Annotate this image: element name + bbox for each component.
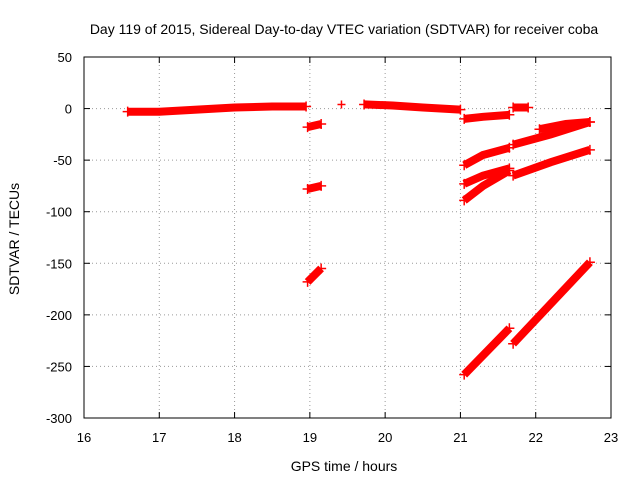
- data-point-marker: [459, 369, 470, 380]
- data-point-marker: [508, 102, 519, 113]
- data-point-marker: [459, 195, 470, 206]
- data-point-marker: [459, 160, 470, 171]
- y-tick-label: -50: [53, 153, 72, 168]
- data-point-marker: [455, 104, 466, 115]
- data-point-marker: [459, 178, 470, 189]
- data-segment: [462, 143, 511, 169]
- y-tick-label: -250: [46, 359, 72, 374]
- y-tick-label: -300: [46, 411, 72, 426]
- data-point-marker: [584, 116, 595, 127]
- x-axis-label: GPS time / hours: [291, 458, 398, 474]
- data-segment: [304, 265, 324, 285]
- data-segment: [462, 164, 511, 188]
- data-point-marker: [302, 184, 313, 195]
- data-point-marker: [584, 144, 595, 155]
- data-series: [122, 99, 595, 380]
- grid-lines: [84, 57, 611, 418]
- data-segment: [510, 259, 593, 347]
- data-point-marker: [504, 109, 515, 120]
- data-segment: [511, 145, 592, 180]
- data-segment: [461, 167, 512, 204]
- data-point-marker: [316, 263, 327, 274]
- x-tick-label: 18: [227, 430, 241, 445]
- data-point-marker: [504, 323, 515, 334]
- y-tick-label: -200: [46, 308, 72, 323]
- data-point-marker: [316, 180, 327, 191]
- data-point-marker: [504, 165, 515, 176]
- x-tick-label: 21: [453, 430, 467, 445]
- x-tick-label: 23: [604, 430, 618, 445]
- x-tick-label: 16: [77, 430, 91, 445]
- data-point-marker: [508, 170, 519, 181]
- x-tick-label: 20: [378, 430, 392, 445]
- data-point-marker: [584, 257, 595, 268]
- x-tick-label: 22: [528, 430, 542, 445]
- data-point-marker: [359, 99, 370, 110]
- data-point-marker: [508, 338, 519, 349]
- data-segment: [538, 118, 591, 134]
- x-tick-label: 17: [152, 430, 166, 445]
- data-point-marker: [508, 139, 519, 150]
- data-point-marker: [122, 106, 133, 117]
- y-tick-label: -100: [46, 205, 72, 220]
- axis-ticks: [83, 56, 612, 419]
- y-tick-label: 50: [58, 50, 72, 65]
- data-point: [337, 100, 346, 109]
- y-axis-label: SDTVAR / TECUs: [6, 183, 22, 295]
- data-segment: [127, 102, 307, 116]
- data-segment: [463, 110, 510, 123]
- y-tick-labels: 50 0 -50 -100 -150 -200 -250 -300: [46, 50, 72, 426]
- data-point-marker: [316, 119, 327, 130]
- plot-frame: [83, 56, 612, 419]
- data-segment: [363, 100, 461, 114]
- data-point-marker: [459, 113, 470, 124]
- data-point-marker: [302, 122, 313, 133]
- x-tick-label: 19: [303, 430, 317, 445]
- data-point-marker: [302, 276, 313, 287]
- data-point-marker: [523, 102, 534, 113]
- x-tick-labels: 16 17 18 19 20 21 22 23: [77, 430, 618, 445]
- chart-title: Day 119 of 2015, Sidereal Day-to-day VTE…: [90, 21, 599, 37]
- y-tick-label: -150: [46, 256, 72, 271]
- data-point-marker: [534, 124, 545, 135]
- y-tick-label: 0: [65, 102, 72, 117]
- data-segment: [461, 325, 513, 378]
- data-point-marker: [301, 101, 312, 112]
